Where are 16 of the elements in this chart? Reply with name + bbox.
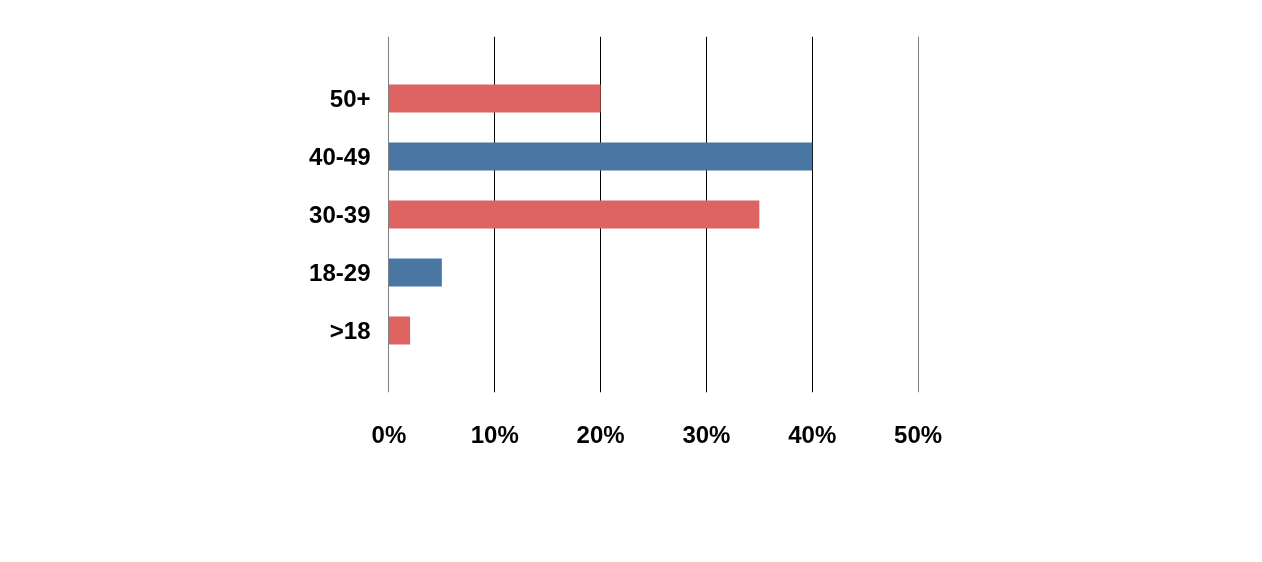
y-tick-label: 40-49	[309, 143, 371, 171]
x-tick-label: 50%	[894, 420, 943, 448]
x-tick-label: 40%	[788, 420, 837, 448]
bar	[388, 316, 411, 345]
bar	[388, 258, 442, 287]
y-tick-label: >18	[329, 316, 371, 344]
x-tick-label: 20%	[576, 420, 625, 448]
x-tick-label: 30%	[682, 420, 731, 448]
y-tick-label: 18-29	[309, 258, 371, 286]
x-tick-label: 10%	[470, 420, 519, 448]
y-tick-label: 50+	[329, 85, 371, 113]
bar	[388, 84, 601, 113]
x-tick-label: 0%	[371, 420, 407, 448]
bar	[388, 200, 760, 229]
bar	[388, 142, 813, 171]
y-tick-label: 30-39	[309, 201, 371, 228]
